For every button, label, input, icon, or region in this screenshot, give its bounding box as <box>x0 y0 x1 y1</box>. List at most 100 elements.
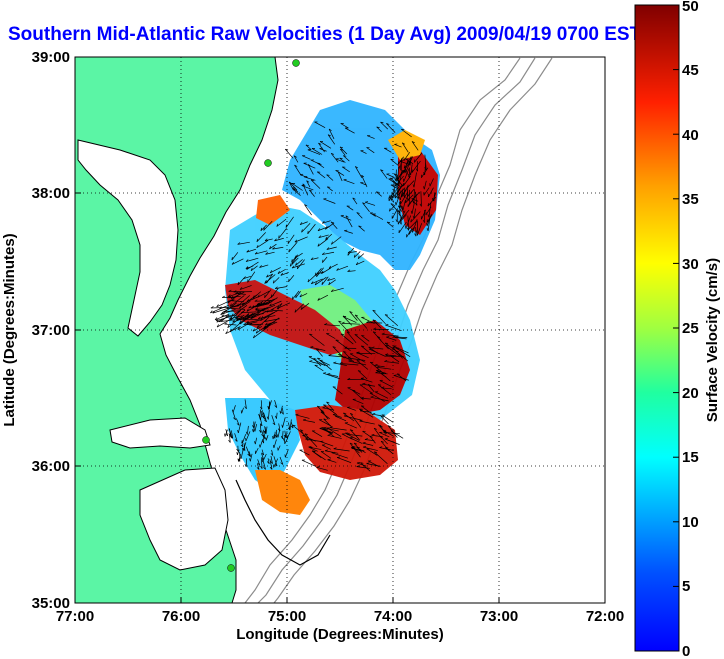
velocity-arrow-head <box>399 196 401 201</box>
velocity-arrow <box>366 147 375 154</box>
velocity-arrow <box>331 236 342 245</box>
velocity-arrow <box>288 241 298 253</box>
velocity-arrow-head <box>264 238 268 242</box>
velocity-arrow-head <box>317 243 320 247</box>
velocity-arrow <box>242 434 246 444</box>
velocity-arrow <box>408 220 417 230</box>
velocity-arrow-head <box>380 415 384 418</box>
velocity-arrow-head <box>380 169 384 172</box>
velocity-arrow-head <box>238 458 241 462</box>
velocity-arrow <box>218 319 236 323</box>
velocity-arrow-head <box>364 201 369 203</box>
velocity-arrow <box>349 311 358 321</box>
velocity-arrow-head <box>367 384 371 386</box>
colorbar-tick-label: 5 <box>682 578 690 595</box>
velocity-arrow <box>326 174 334 181</box>
velocity-arrow-head <box>366 462 370 464</box>
velocity-arrow <box>325 233 333 240</box>
velocity-arrow-head <box>256 467 260 470</box>
velocity-arrow-head <box>288 249 290 253</box>
velocity-arrow <box>324 450 339 454</box>
velocity-arrow-head <box>280 462 284 465</box>
velocity-arrow <box>324 324 340 327</box>
velocity-arrow-head <box>326 247 330 250</box>
velocity-arrow-head <box>328 128 332 132</box>
velocity-arrow <box>343 155 350 162</box>
colorbar-tick-label: 0 <box>682 643 690 659</box>
velocity-arrow <box>326 246 337 250</box>
station-marker <box>264 159 272 167</box>
velocity-arrow-head <box>294 164 298 167</box>
velocity-arrow <box>377 384 392 395</box>
velocity-arrow <box>260 411 265 418</box>
velocity-arrow <box>318 142 325 153</box>
velocity-arrow <box>397 210 406 225</box>
velocity-arrow <box>432 193 436 202</box>
velocity-arrow-head <box>352 389 356 392</box>
velocity-arrow-head <box>322 252 325 255</box>
velocity-arrow <box>375 372 388 375</box>
velocity-arrow <box>335 158 344 163</box>
velocity-arrow <box>379 432 390 438</box>
velocity-arrow <box>246 261 259 270</box>
velocity-arrow-head <box>267 461 270 465</box>
velocity-arrow-head <box>245 431 248 435</box>
field-orange-south <box>255 470 310 515</box>
velocity-arrow-head <box>259 429 262 433</box>
velocity-arrow <box>262 460 266 470</box>
velocity-arrow-head <box>347 269 351 272</box>
velocity-arrow-head <box>395 219 398 223</box>
velocity-arrow-head <box>318 142 322 145</box>
station-marker <box>292 59 300 67</box>
velocity-arrow-head <box>261 434 264 437</box>
velocity-arrow <box>253 326 269 339</box>
velocity-arrow-head <box>405 200 407 204</box>
velocity-arrow-head <box>324 429 328 431</box>
velocity-arrow <box>328 128 335 140</box>
velocity-arrow-head <box>371 346 375 349</box>
velocity-arrow-head <box>223 309 227 312</box>
velocity-arrow-head <box>252 328 255 332</box>
velocity-arrow <box>371 434 382 437</box>
velocity-arrow-head <box>426 227 429 232</box>
velocity-arrow-head <box>373 331 377 334</box>
velocity-arrow <box>317 226 329 232</box>
velocity-arrow <box>263 220 273 231</box>
velocity-arrow-head <box>385 353 389 356</box>
velocity-arrow-head <box>311 179 315 181</box>
velocity-arrow <box>271 309 283 312</box>
velocity-arrow <box>314 364 324 372</box>
x-axis-label: Longitude (Degrees:Minutes) <box>236 626 444 643</box>
velocity-arrow-head <box>239 455 242 460</box>
velocity-arrow <box>244 399 247 409</box>
velocity-arrow-head <box>272 436 274 440</box>
velocity-arrow <box>384 314 399 327</box>
velocity-arrow-head <box>243 322 247 325</box>
velocity-arrow <box>311 148 323 155</box>
velocity-arrow-head <box>332 346 336 348</box>
velocity-arrow-head <box>239 320 241 324</box>
velocity-arrow <box>339 157 346 163</box>
velocity-arrow <box>322 251 335 255</box>
velocity-arrow <box>289 257 299 267</box>
velocity-arrow <box>266 273 274 278</box>
velocity-arrow <box>390 355 400 363</box>
velocity-arrow-head <box>328 281 331 286</box>
velocity-arrow <box>301 459 316 467</box>
x-tick-label: 76:00 <box>162 608 200 625</box>
velocity-arrow <box>245 446 251 457</box>
velocity-arrow <box>257 290 270 298</box>
velocity-arrow-head <box>250 267 253 271</box>
velocity-arrow <box>398 221 407 234</box>
velocity-arrow <box>362 202 370 212</box>
velocity-arrow-head <box>327 372 331 375</box>
velocity-arrow <box>270 456 273 464</box>
velocity-arrow <box>259 409 262 417</box>
velocity-arrow <box>336 265 349 271</box>
velocity-arrow <box>248 451 252 457</box>
velocity-arrow-head <box>264 280 267 284</box>
velocity-arrow <box>411 198 419 202</box>
velocity-arrow <box>310 257 319 260</box>
velocity-arrow <box>341 323 360 325</box>
